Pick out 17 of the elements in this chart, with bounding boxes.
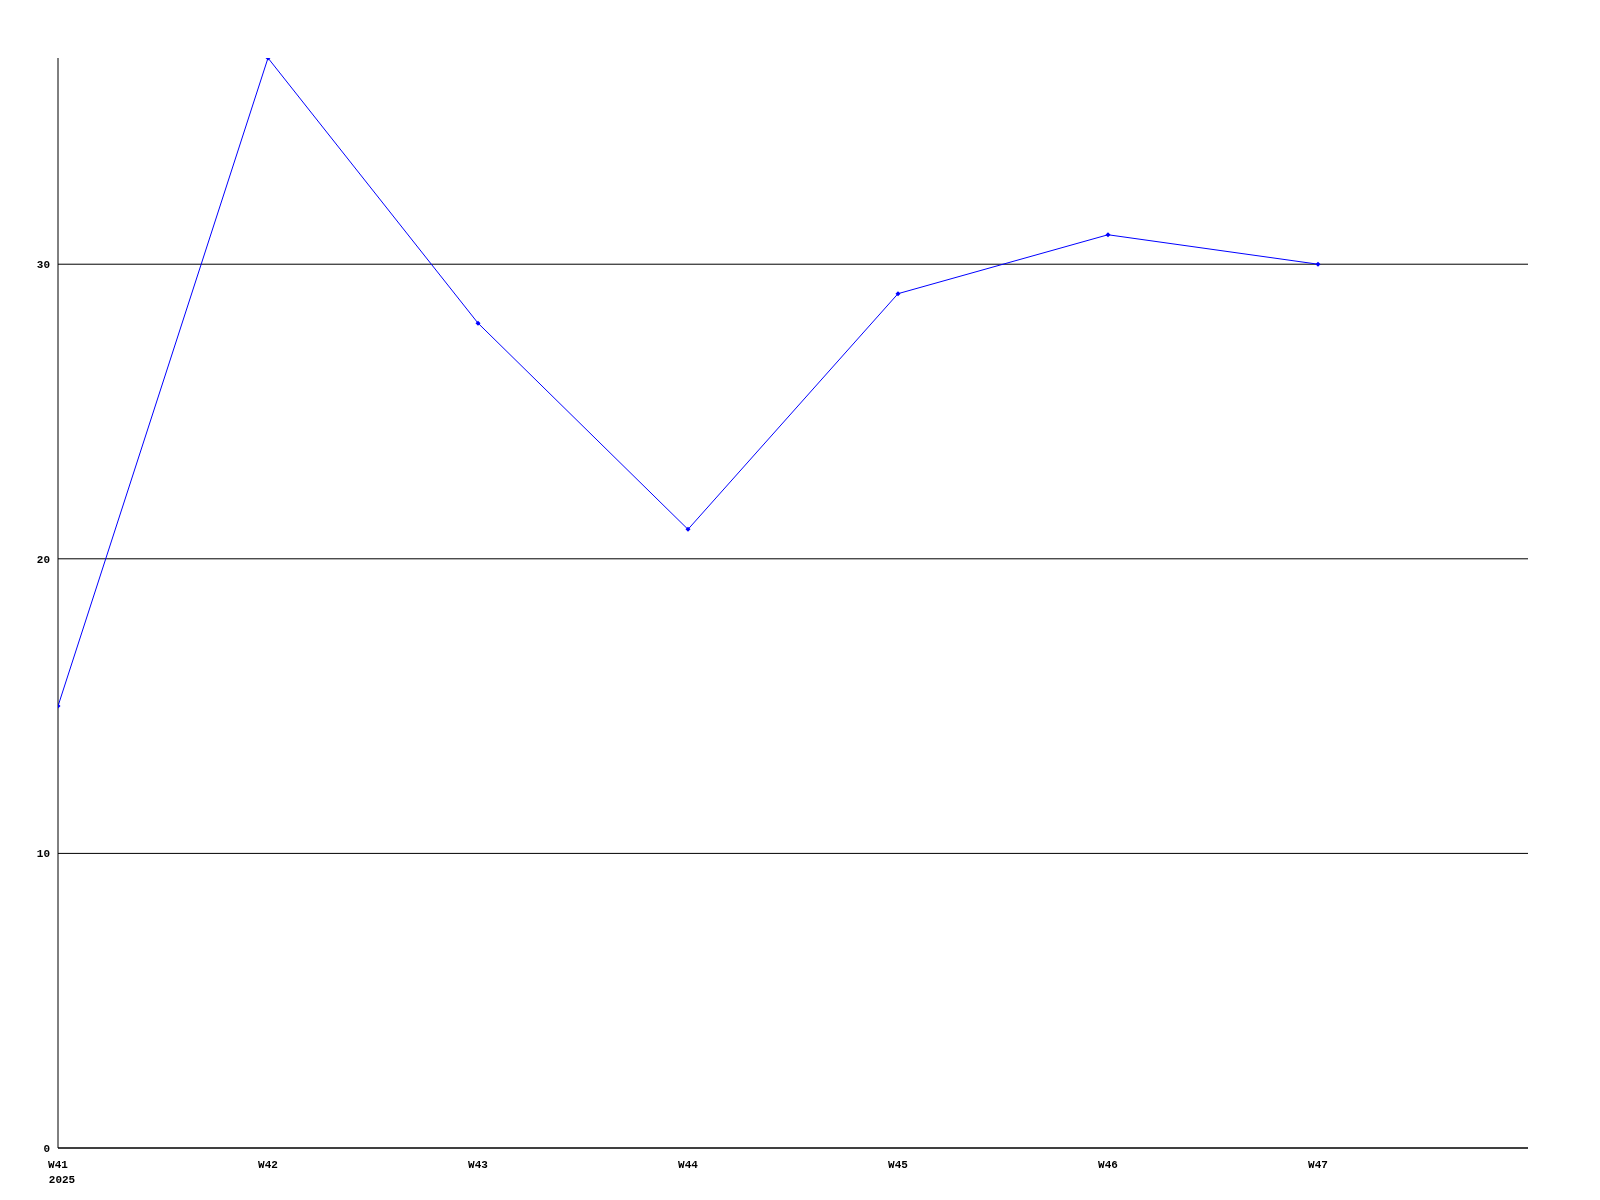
x-tick-label: W41: [48, 1159, 69, 1171]
x-tick-label: W44: [678, 1159, 699, 1171]
x-tick-label: W42: [258, 1159, 278, 1171]
y-tick-label: 0: [43, 1142, 50, 1155]
text: 2025: [48, 1174, 76, 1186]
point: [1315, 261, 1321, 267]
point: [895, 291, 901, 297]
y-tick-label: 10: [36, 848, 50, 861]
point: [475, 320, 481, 326]
point: [1105, 232, 1111, 238]
y-tick-label: 20: [36, 553, 50, 566]
x-tick-label: W47: [1308, 1159, 1328, 1171]
point: [685, 526, 691, 532]
x-tick-label: W45: [888, 1159, 909, 1171]
y-tick-label: 30: [36, 259, 50, 272]
x-tick-label: W46: [1098, 1159, 1118, 1171]
x-tick-label: W43: [468, 1159, 489, 1171]
